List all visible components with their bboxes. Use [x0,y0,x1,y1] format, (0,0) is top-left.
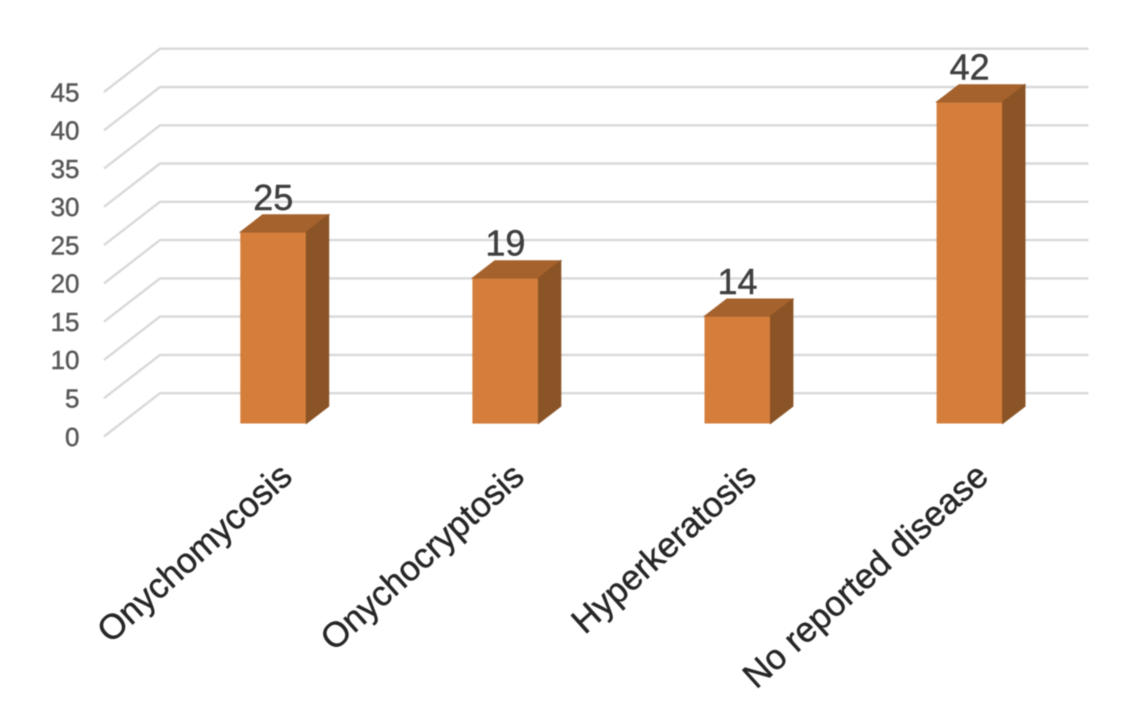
svg-text:40: 40 [51,116,80,146]
svg-text:20: 20 [51,269,80,299]
svg-text:45: 45 [51,77,80,107]
svg-text:14: 14 [717,261,757,302]
svg-text:15: 15 [51,307,80,337]
svg-text:5: 5 [65,384,79,414]
svg-text:25: 25 [51,230,80,260]
svg-text:19: 19 [485,223,525,264]
svg-text:25: 25 [253,177,293,218]
svg-text:35: 35 [51,154,80,184]
svg-text:0: 0 [65,422,79,452]
svg-text:10: 10 [51,345,80,375]
svg-text:30: 30 [51,192,80,222]
svg-text:42: 42 [950,47,990,88]
